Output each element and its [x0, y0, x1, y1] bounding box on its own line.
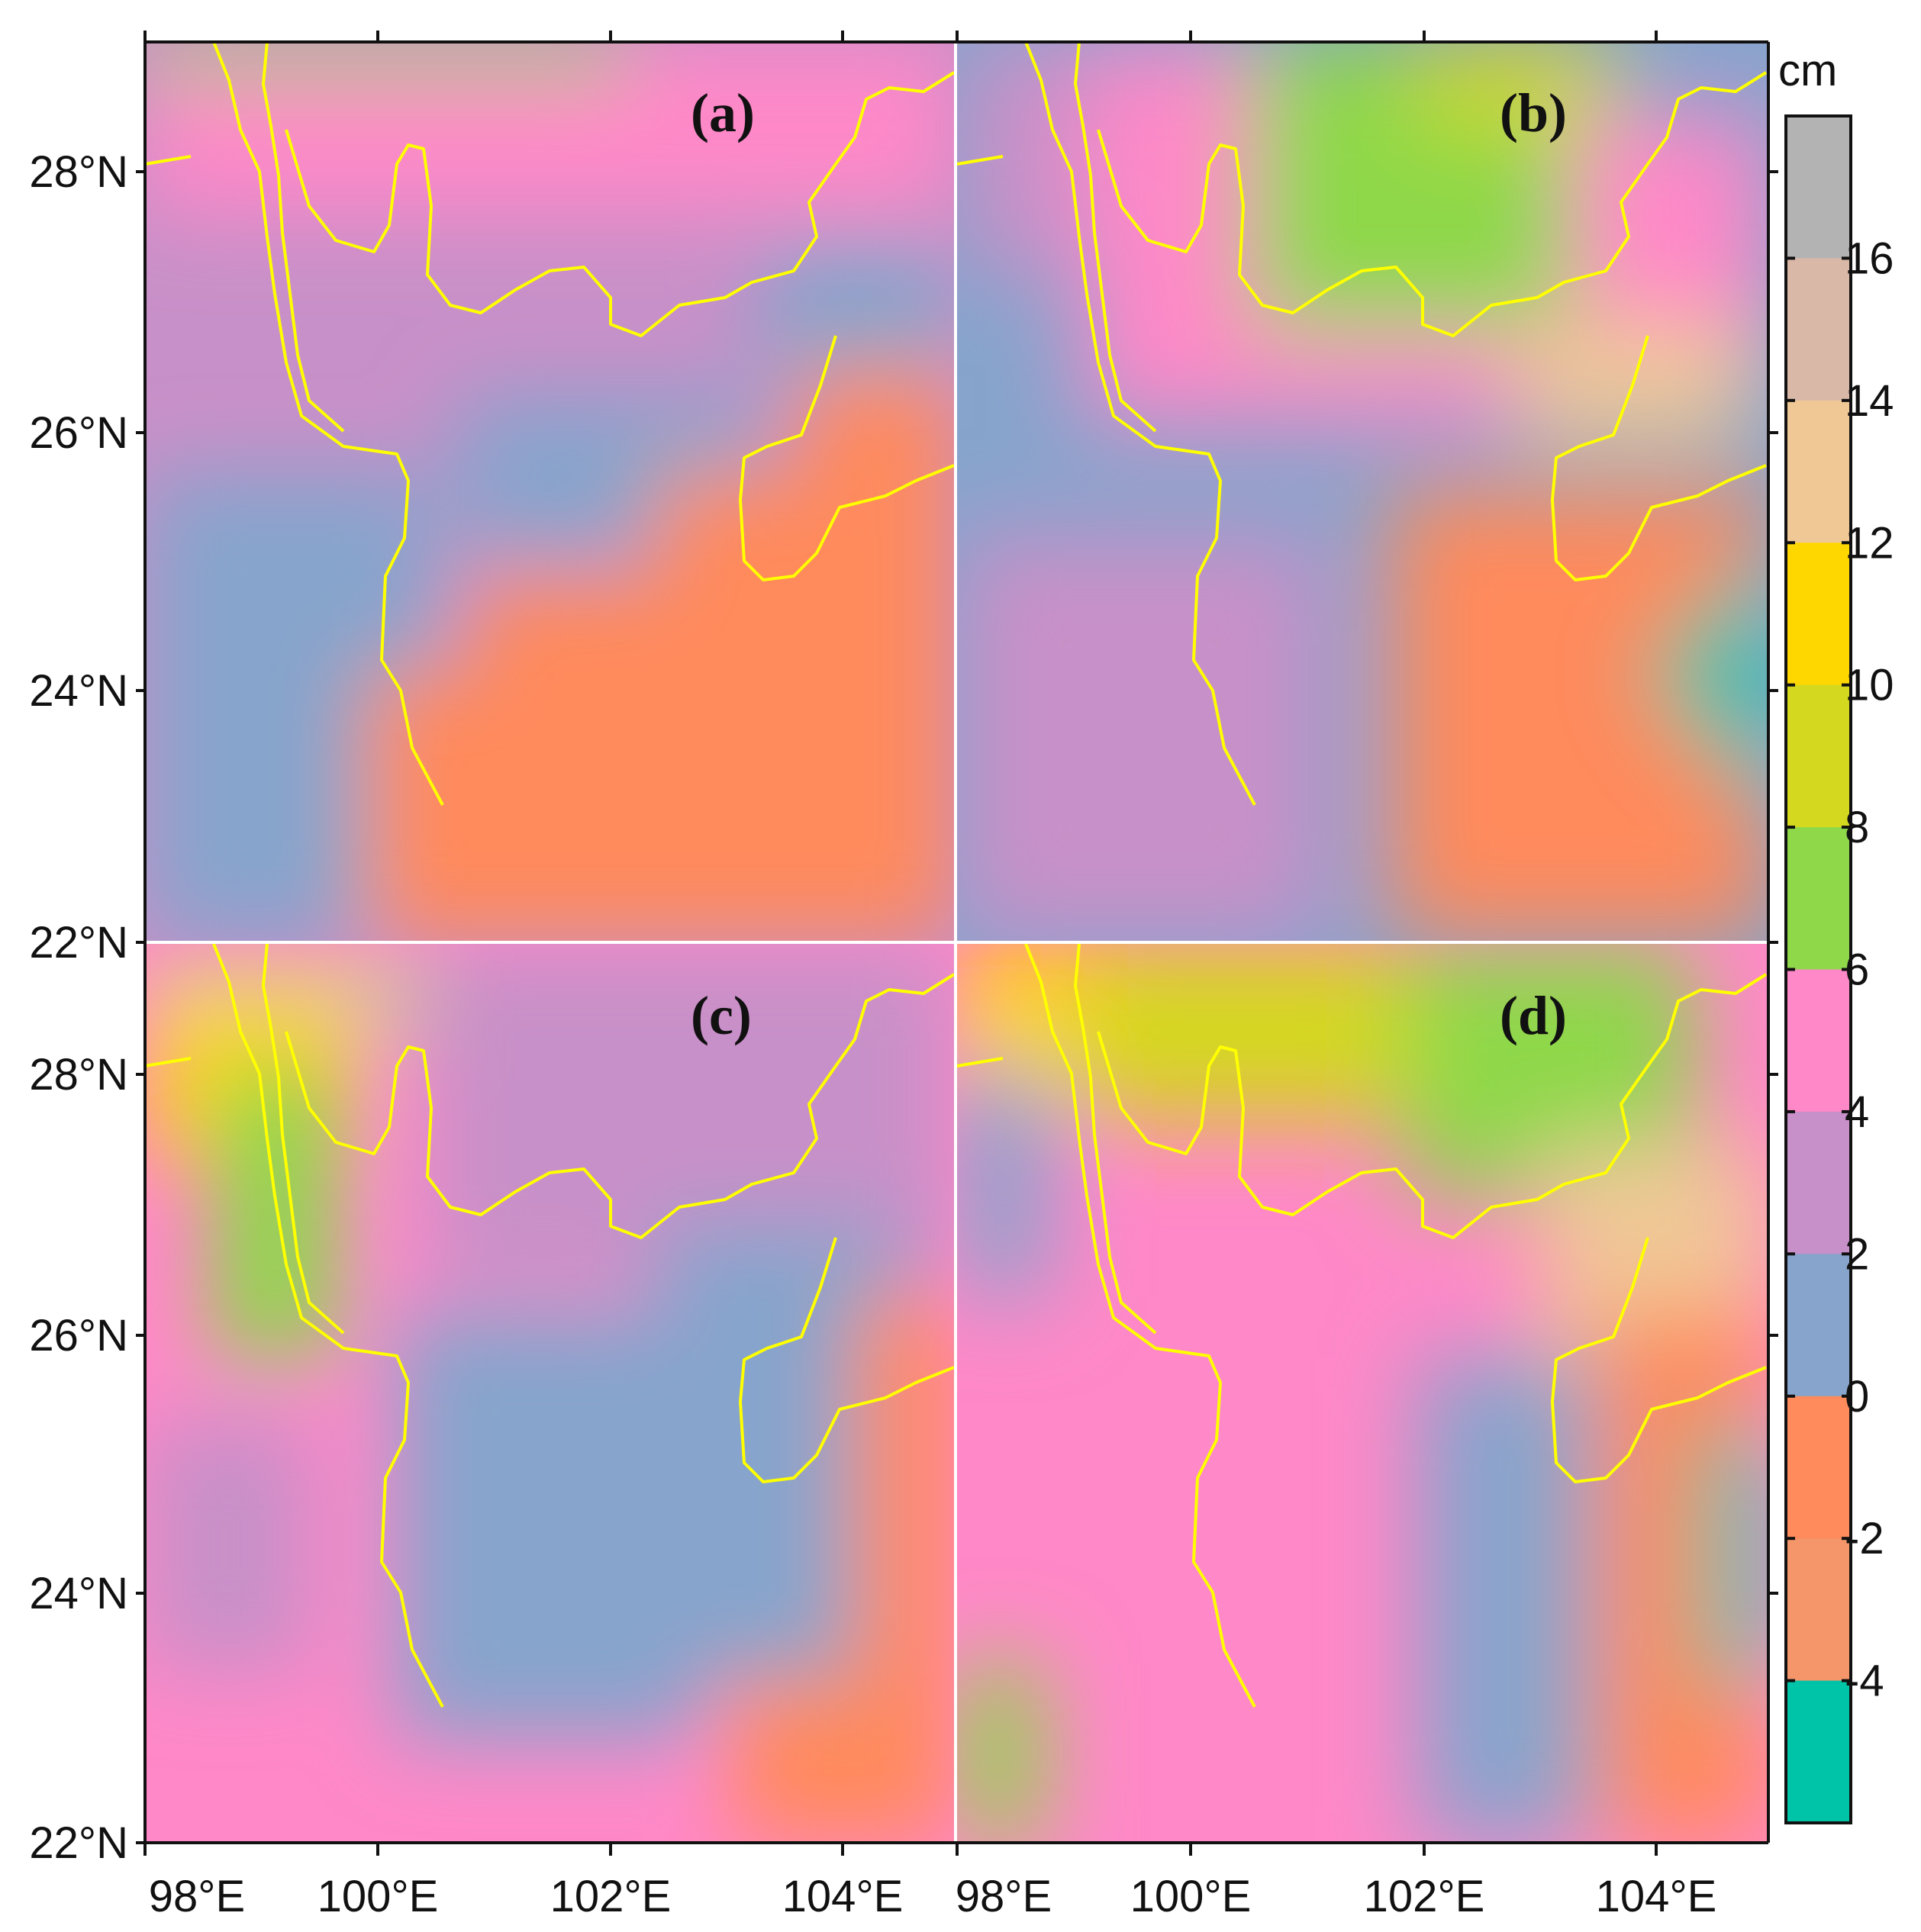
panel-label-a: (a): [691, 82, 755, 143]
lon-label-98-left: 98°E: [149, 1872, 245, 1921]
colorbar-bin: [1786, 400, 1851, 543]
lon-label-100-right: 100°E: [1130, 1872, 1252, 1921]
lon-label-100-left: 100°E: [317, 1872, 439, 1921]
lon-label-104-right: 104°E: [1596, 1872, 1717, 1921]
colorbar-ticks: 16 14 12 10 8 6 4 2 0 -2 -4: [1786, 233, 1894, 1706]
lat-label-22-mid: 22°N: [29, 918, 128, 968]
colorbar-bin: [1786, 684, 1851, 828]
colorbar-tick-label: 0: [1845, 1372, 1869, 1422]
colorbar-bin: [1786, 258, 1851, 401]
colorbar-bin: [1786, 827, 1851, 970]
colorbar: cm 16 14 12 10 8 6 4 2 0 -2 -4: [1778, 46, 1894, 1824]
lat-label-26-bottom: 26°N: [29, 1311, 128, 1360]
panel-label-c: (c): [691, 985, 752, 1046]
colorbar-tick-label: -4: [1845, 1657, 1884, 1706]
lon-label-102-right: 102°E: [1364, 1872, 1485, 1921]
colorbar-bins: [1786, 116, 1851, 1824]
lat-label-24-bottom: 24°N: [29, 1569, 128, 1618]
colorbar-unit: cm: [1778, 46, 1837, 95]
panel-d: [957, 944, 1768, 1843]
colorbar-tick-label: 14: [1845, 376, 1894, 426]
colorbar-tick-label: 4: [1845, 1087, 1869, 1137]
colorbar-bin: [1786, 116, 1851, 259]
panel-a: [145, 42, 954, 941]
colorbar-tick-label: 8: [1845, 803, 1869, 852]
panel-label-d: (d): [1500, 985, 1567, 1046]
lat-label-24-top: 24°N: [29, 666, 128, 716]
colorbar-tick-label: 16: [1845, 233, 1894, 283]
colorbar-tick-label: 10: [1845, 661, 1894, 710]
panel-b: [957, 42, 1768, 941]
colorbar-bin: [1786, 543, 1851, 686]
lat-label-26-top: 26°N: [29, 408, 128, 458]
colorbar-tick-label: -2: [1845, 1514, 1884, 1563]
panel-label-b: (b): [1500, 82, 1567, 143]
tick-marks: [136, 31, 1778, 1856]
colorbar-bin: [1786, 1254, 1851, 1397]
colorbar-bin: [1786, 969, 1851, 1113]
lat-label-28-top: 28°N: [29, 147, 128, 197]
lon-label-104-left: 104°E: [782, 1872, 904, 1921]
colorbar-bin: [1786, 1538, 1851, 1682]
panel-c: [145, 944, 954, 1843]
colorbar-tick-label: 2: [1845, 1229, 1869, 1279]
lon-label-102-left: 102°E: [550, 1872, 672, 1921]
colorbar-bin: [1786, 1680, 1851, 1824]
colorbar-bin: [1786, 1396, 1851, 1539]
colorbar-tick-label: 12: [1845, 518, 1894, 568]
colorbar-bin: [1786, 1111, 1851, 1254]
lat-label-22-bottom: 22°N: [29, 1818, 128, 1868]
colorbar-tick-label: 6: [1845, 945, 1869, 995]
lon-label-98-right: 98°E: [956, 1872, 1052, 1921]
lat-label-28-bottom: 28°N: [29, 1050, 128, 1100]
